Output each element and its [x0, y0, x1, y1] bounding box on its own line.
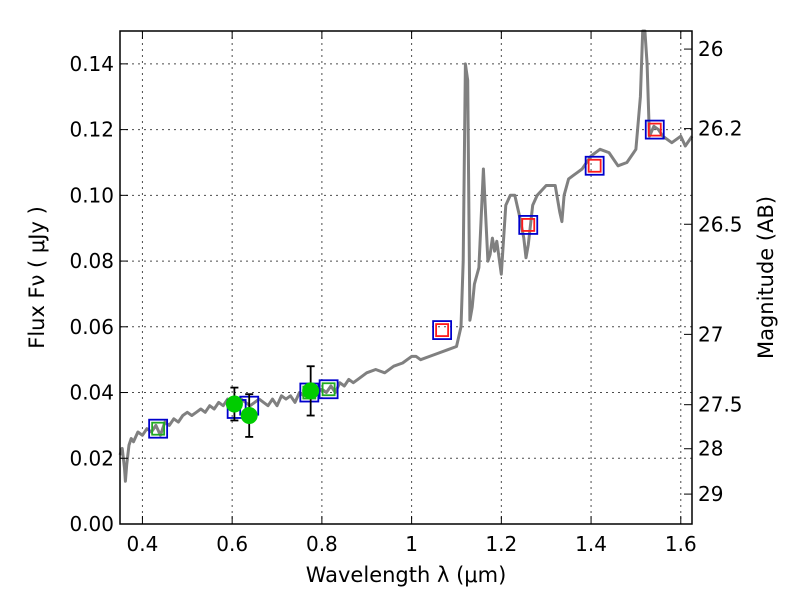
photometry-square: [318, 379, 339, 400]
photometry-square: [435, 323, 450, 337]
x-axis-label: Wavelength λ (μm): [306, 563, 507, 587]
y-tick-label: 0.06: [69, 315, 114, 339]
model-spectrum: [118, 29, 694, 483]
data-point: [240, 407, 258, 425]
photometry-square: [432, 320, 453, 340]
right-tick-label: 29: [698, 482, 723, 506]
right-axis-label: Magnitude (AB): [754, 196, 778, 359]
right-tick-label: 28: [698, 437, 723, 461]
y-axis-label: Flux Fν ( μJy ): [25, 206, 49, 349]
right-tick-label: 26: [698, 37, 723, 61]
right-tick-label: 26.5: [698, 212, 743, 236]
x-tick-label: 0.4: [127, 532, 159, 556]
photometry-square: [647, 122, 662, 137]
x-tick-label: 1.4: [575, 532, 607, 556]
photometry-square: [521, 218, 536, 232]
photometry-square: [587, 158, 602, 173]
photometry-square: [644, 119, 665, 140]
y-tick-label: 0.08: [69, 249, 114, 273]
data-point: [225, 395, 243, 413]
x-axis-ticks: 0.4 0.6 0.8 1 1.2 1.4 1.6: [127, 31, 697, 556]
y-tick-label: 0.02: [69, 446, 114, 470]
y-tick-label: 0.14: [69, 52, 114, 76]
x-tick-label: 1.2: [485, 532, 517, 556]
y-tick-label: 0.12: [69, 118, 114, 142]
right-axis-ticks: 26 26.2 26.5 27 27.5 28 29: [684, 37, 743, 506]
photometry-square: [151, 421, 166, 436]
y-tick-label: 0.04: [69, 381, 114, 405]
photometry-square: [148, 418, 169, 439]
right-tick-label: 27: [698, 322, 723, 346]
y-tick-label: 0.10: [69, 183, 114, 207]
x-tick-label: 1: [405, 532, 418, 556]
data-point: [302, 382, 320, 400]
photometry-square: [321, 382, 336, 397]
x-tick-label: 1.6: [665, 532, 697, 556]
plot-frame: [119, 30, 693, 525]
right-tick-label: 26.2: [698, 117, 743, 141]
spectrum-line: [118, 29, 694, 483]
y-tick-label: 0.00: [69, 512, 114, 536]
x-tick-label: 0.8: [306, 532, 338, 556]
y-axis-ticks: 0.00 0.02 0.04 0.06 0.08 0.10 0.12 0.14: [69, 52, 128, 536]
right-tick-label: 27.5: [698, 393, 743, 417]
photometry-square: [584, 155, 605, 176]
photometry-square: [518, 215, 539, 235]
x-tick-label: 0.6: [216, 532, 248, 556]
photometry-markers: [148, 119, 665, 439]
grid-lines: [120, 31, 692, 524]
